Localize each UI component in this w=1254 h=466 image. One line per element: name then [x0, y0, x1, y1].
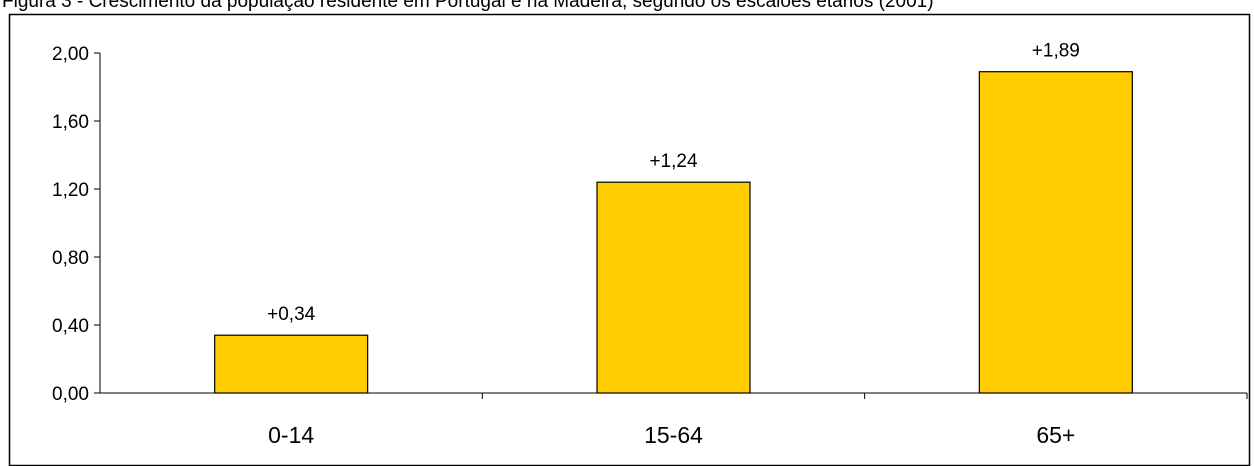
x-tick-label: 65+ [1036, 422, 1075, 448]
y-tick-label: 0,00 [52, 384, 89, 405]
bar [596, 181, 751, 394]
y-tick-label: 2,00 [52, 44, 89, 65]
x-tick-label: 0-14 [268, 422, 314, 448]
y-tick-label: 1,20 [52, 180, 89, 201]
data-label: +0,34 [267, 304, 316, 325]
x-tick-label: 15-64 [644, 422, 703, 448]
data-label: +1,89 [1032, 41, 1080, 62]
plot-area: 0,00 0,40 0,80 1,20 1,60 2,00 +0,34 0-14 +1,24 15… [52, 41, 1248, 448]
bar [214, 334, 369, 394]
bar [978, 71, 1133, 394]
chart-title: Figura 3 - Crescimento da população resi… [2, 0, 934, 12]
y-tick-label: 1,60 [52, 112, 89, 133]
y-tick-label: 0,40 [52, 316, 89, 337]
y-tick-label: 0,80 [52, 248, 89, 269]
data-label: +1,24 [649, 151, 698, 172]
